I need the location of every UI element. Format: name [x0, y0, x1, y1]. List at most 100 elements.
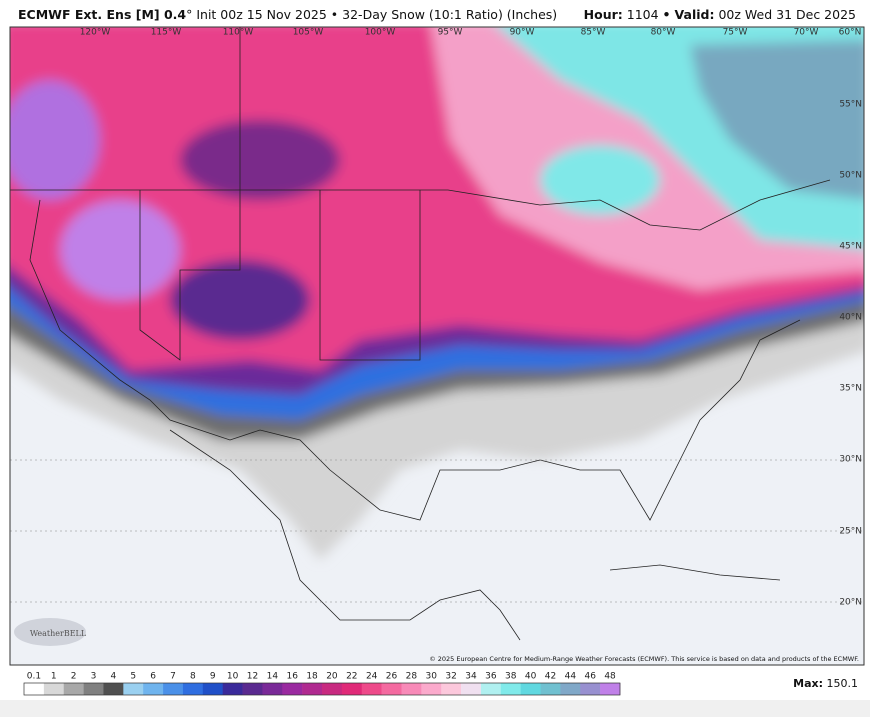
legend-swatch	[500, 683, 521, 695]
legend-label: 12	[247, 672, 258, 682]
legend-label: 3	[91, 672, 97, 682]
latitude-label: 20°N	[839, 598, 862, 608]
legend-swatch	[600, 683, 621, 695]
legend-label: 18	[306, 672, 318, 682]
legend-swatch	[322, 683, 343, 695]
legend-swatch	[262, 683, 283, 695]
legend-swatch	[43, 683, 65, 695]
legend-swatch	[222, 683, 243, 695]
latitude-labels: 55°N 50°N 45°N 40°N 35°N 30°N 25°N 20°N	[839, 100, 862, 608]
longitude-label: 90°W	[510, 28, 535, 38]
legend-label: 1	[51, 672, 57, 682]
legend-label: 9	[210, 672, 216, 682]
longitude-labels: 120°W 115°W 110°W 105°W 100°W 95°W 90°W 85°W 80°…	[80, 28, 819, 38]
legend-label: 22	[346, 672, 357, 682]
legend-swatch	[421, 683, 442, 695]
logo-badge	[14, 618, 86, 646]
max-value: Max: 150.1	[793, 677, 858, 690]
legend-label: 32	[445, 672, 456, 682]
footer-strip	[0, 700, 870, 717]
legend-label: 44	[565, 672, 577, 682]
snow-blob	[180, 120, 340, 200]
longitude-label: 70°W	[794, 28, 819, 38]
legend-label: 46	[584, 672, 596, 682]
legend-swatch	[163, 683, 184, 695]
legend-label: 40	[525, 672, 537, 682]
legend: 0.1 1 2 3 4 5 6 7 8 9 10 12 14 16 18 20 22 24 26 28 30 32 34 36…	[23, 672, 621, 696]
legend-swatch	[63, 683, 84, 695]
legend-swatch	[24, 683, 45, 695]
latitude-label: 40°N	[839, 313, 862, 323]
legend-swatch	[242, 683, 263, 695]
longitude-label: 100°W	[365, 28, 396, 38]
latitude-label: 25°N	[839, 527, 862, 537]
legend-swatch	[520, 683, 541, 695]
snow-field	[10, 27, 864, 560]
legend-label: 20	[326, 672, 338, 682]
legend-label: 16	[286, 672, 298, 682]
snow-blob	[60, 200, 180, 300]
legend-swatch	[560, 683, 581, 695]
legend-swatch	[540, 683, 561, 695]
legend-swatch	[381, 683, 402, 695]
legend-swatch	[103, 683, 124, 695]
longitude-label: 110°W	[223, 28, 254, 38]
legend-label: 26	[386, 672, 398, 682]
legend-swatch	[282, 683, 303, 695]
latitude-label: 30°N	[839, 455, 862, 465]
longitude-label: 95°W	[438, 28, 463, 38]
corner-label: 60°N	[839, 28, 862, 38]
longitude-label: 85°W	[581, 28, 606, 38]
coastline	[169, 429, 521, 641]
border-line	[10, 179, 831, 231]
legend-label: 36	[485, 672, 497, 682]
legend-label: 24	[366, 672, 378, 682]
state-line	[319, 190, 421, 361]
legend-label: 10	[227, 672, 239, 682]
graticule	[10, 459, 864, 603]
latitude-label: 50°N	[839, 171, 862, 181]
longitude-label: 75°W	[723, 28, 748, 38]
header-right: Hour: 1104 • Valid: 00z Wed 31 Dec 2025	[584, 7, 856, 22]
legend-border	[23, 682, 621, 696]
legend-swatch	[441, 683, 462, 695]
legend-label: 48	[604, 672, 616, 682]
legend-swatch	[580, 683, 601, 695]
legend-swatch	[143, 683, 164, 695]
legend-label: 5	[130, 672, 136, 682]
copyright: © 2025 European Centre for Medium-Range …	[429, 655, 859, 663]
legend-swatch	[123, 683, 144, 695]
legend-swatch	[202, 683, 223, 695]
legend-swatch	[341, 683, 363, 695]
legend-label: 4	[111, 672, 117, 682]
legend-swatch	[83, 683, 104, 695]
longitude-label: 120°W	[80, 28, 111, 38]
latitude-label: 35°N	[839, 384, 862, 394]
map-area: 120°W 115°W 110°W 105°W 100°W 95°W 90°W 85°W 80°…	[10, 27, 864, 665]
map-frame	[9, 26, 865, 666]
snow-blob	[170, 260, 310, 340]
longitude-label: 80°W	[651, 28, 676, 38]
legend-swatch	[182, 683, 204, 695]
legend-label: 14	[267, 672, 279, 682]
snow-blob	[10, 80, 100, 200]
logo: WeatherBELL	[30, 629, 87, 638]
legend-label: 7	[170, 672, 176, 682]
legend-swatch	[461, 683, 482, 695]
header-left: ECMWF Ext. Ens [M] 0.4° Init 00z 15 Nov …	[18, 7, 557, 22]
longitude-label: 105°W	[293, 28, 324, 38]
latitude-label: 55°N	[839, 100, 862, 110]
legend-label: 0.1	[27, 672, 41, 682]
borders	[10, 27, 831, 641]
coastline	[609, 564, 781, 581]
legend-label: 8	[190, 672, 196, 682]
legend-swatch	[361, 683, 382, 695]
legend-label: 30	[426, 672, 438, 682]
latitude-label: 45°N	[839, 242, 862, 252]
snow-blob	[540, 145, 660, 215]
legend-swatch	[480, 683, 502, 695]
legend-swatch	[401, 683, 422, 695]
coastline	[29, 199, 801, 521]
